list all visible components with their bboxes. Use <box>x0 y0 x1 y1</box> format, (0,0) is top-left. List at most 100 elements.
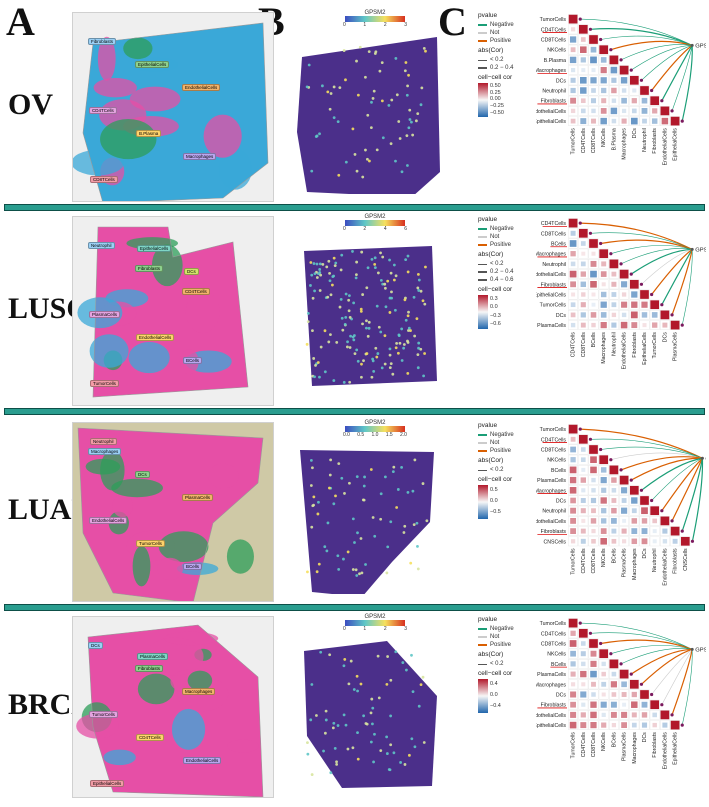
heatmap-col-label: Fibroblasts <box>632 332 638 358</box>
heatmap-row-label: EndothelialCells <box>536 713 566 719</box>
heatmap-cell <box>650 300 660 310</box>
legend-line-swatch <box>478 263 487 265</box>
heatmap-cell <box>601 508 607 514</box>
heatmap-cell <box>570 436 576 442</box>
heatmap-cell <box>611 498 617 503</box>
heatmap-cell <box>601 487 607 493</box>
abscor-legend-item: < 0.2 <box>478 260 536 268</box>
cellcor-gradient-ticks: 0.4 0.0 −0.4 <box>490 679 501 713</box>
heatmap-cell <box>629 75 639 85</box>
heatmap-cell <box>611 322 617 328</box>
heatmap-row-label: CD8TCells <box>541 38 566 44</box>
heatmap-cell-frame <box>568 536 578 547</box>
heatmap-cell-frame <box>578 465 589 475</box>
heatmap-cell <box>570 446 576 453</box>
cellcor-tick: 0.0 <box>490 304 498 311</box>
row-divider <box>4 604 705 611</box>
gpsm2-link <box>630 648 693 675</box>
link-endpoint <box>588 631 593 635</box>
heatmap-cell-frame <box>598 689 609 700</box>
cell-type-tag: Neutrophil <box>90 438 117 445</box>
tissue-celltype-map: Neutrophil Fibroblasts CD4TCells PlasmaCell… <box>72 216 274 406</box>
heatmap-cell <box>599 249 609 259</box>
heatmap-cell <box>590 711 597 719</box>
colorbar-tick: 2 <box>363 226 367 232</box>
heatmap-cell-frame <box>598 679 609 690</box>
link-endpoint <box>599 447 603 452</box>
heatmap-cell-frame <box>568 516 578 526</box>
heatmap-cell-frame <box>598 505 609 516</box>
cell-type-tag: Fibroblasts <box>88 38 117 45</box>
colorbar-title: GPSM2 <box>364 10 386 16</box>
cell-type-tag: PlasmaCells <box>137 653 169 660</box>
heatmap-cell <box>629 279 639 289</box>
gpsm2-link <box>641 457 703 491</box>
heatmap-cell-frame <box>649 720 660 730</box>
legend-line-swatch <box>478 442 487 444</box>
heatmap-cell <box>609 259 619 269</box>
colorbar-tick: 0 <box>343 226 346 232</box>
heatmap-cell <box>591 488 596 493</box>
pvalue-legend-label: Positive <box>490 641 512 648</box>
heatmap-cell <box>570 108 576 114</box>
heatmap-cell <box>581 467 586 472</box>
heatmap-cell-frame <box>568 679 578 690</box>
heatmap-col-label: TumorCells <box>571 732 577 759</box>
gpsm2-link <box>600 639 693 650</box>
heatmap-cell-frame <box>588 475 599 485</box>
heatmap-cell <box>599 649 609 659</box>
heatmap-cell <box>600 321 607 329</box>
link-endpoint <box>670 313 674 317</box>
link-endpoint <box>660 303 664 307</box>
heatmap-cell-frame <box>598 720 609 730</box>
heatmap-cell <box>621 711 628 718</box>
heatmap-cell <box>650 96 660 106</box>
link-endpoint <box>629 478 633 482</box>
heatmap-cell <box>591 108 596 114</box>
heatmap-cell-frame <box>619 699 629 710</box>
gpsm2-node <box>690 43 694 47</box>
abscor-legend-label: < 0.2 <box>490 660 504 667</box>
heatmap-cell-frame <box>609 485 619 496</box>
row-divider <box>4 408 705 415</box>
heatmap-cell-frame <box>598 289 609 300</box>
link-endpoint <box>578 427 582 431</box>
gpsm2-spatial-map <box>292 636 442 790</box>
gpsm2-link <box>630 248 693 275</box>
heatmap-row-label: Macrophages <box>536 252 566 258</box>
heatmap-col-label: Neutrophil <box>642 128 648 152</box>
heatmap-cell-frame <box>568 444 578 455</box>
heatmap-cell <box>568 14 578 24</box>
correlation-legend: pvalue Negative Not Positive abs(Cor) < 0.2 0.… <box>478 214 536 332</box>
heatmap-cell <box>570 711 577 718</box>
heatmap-cell <box>590 312 597 318</box>
heatmap-row-label: DCs <box>556 78 566 84</box>
heatmap-cell-frame <box>629 720 640 730</box>
heatmap-cell <box>570 118 576 124</box>
cell-type-tag: DCs <box>184 268 199 275</box>
heatmap-cell-frame <box>588 679 599 690</box>
heatmap-col-label: CD8TCells <box>591 548 597 573</box>
heatmap-cell <box>662 539 668 544</box>
cellcor-tick: 0.0 <box>490 692 498 698</box>
heatmap-cell <box>591 292 596 297</box>
heatmap-cell <box>610 701 617 708</box>
heatmap-cell <box>611 87 617 94</box>
abscor-legend-label: 0.2 − 0.4 <box>490 64 514 71</box>
heatmap-cell <box>610 711 617 718</box>
cell-type-tag: EndothelialCells <box>136 334 175 341</box>
heatmap-cell <box>580 712 586 718</box>
heatmap-cell-frame <box>578 310 589 320</box>
heatmap-cell <box>651 312 658 318</box>
pvalue-legend-label: Not <box>490 439 500 446</box>
heatmap-cell <box>630 311 638 319</box>
heatmap-cell-frame <box>568 299 578 310</box>
heatmap-cell-frame <box>629 95 640 106</box>
heatmap-cell-frame <box>578 648 589 659</box>
heatmap-cell-frame <box>578 659 589 669</box>
heatmap-cell <box>629 679 639 689</box>
cell-type-tag: Macrophages <box>182 688 216 695</box>
gpsm2-link <box>610 645 693 654</box>
link-endpoint <box>629 672 633 676</box>
heatmap-row-label: CD4TCells <box>541 221 566 227</box>
